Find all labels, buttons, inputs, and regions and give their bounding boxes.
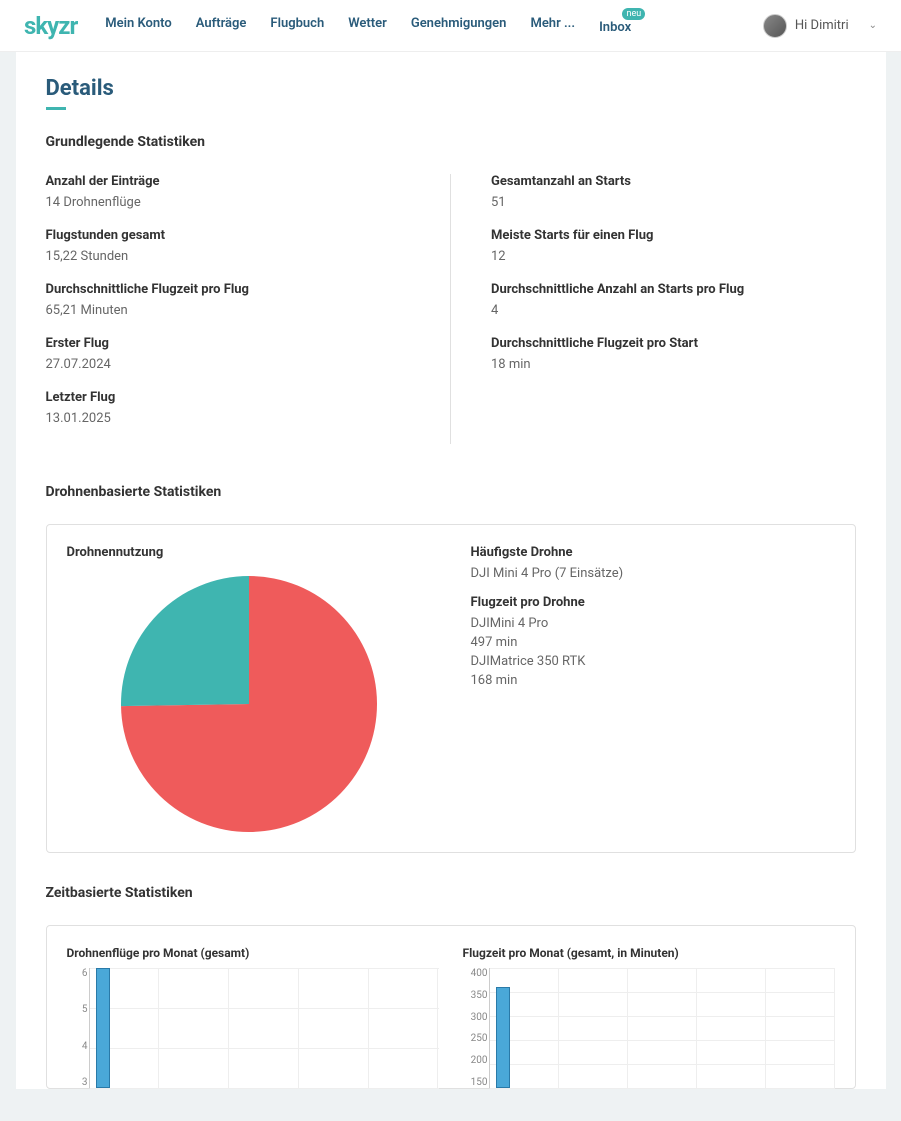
basic-stats-grid: Anzahl der Einträge 14 Drohnenflüge Flugst… [46,174,856,444]
stat-block: Durchschnittliche Flugzeit pro Flug 65,21… [46,282,411,318]
stat-value: 14 Drohnenflüge [46,195,411,210]
stat-value: 27.07.2024 [46,357,411,372]
drone-stat-value: DJIMatrice 350 RTK [471,654,835,669]
stat-block: Letzter Flug 13.01.2025 [46,390,411,426]
chart-flighttime-month: Flugzeit pro Monat (gesamt, in Minuten) … [463,946,835,1088]
user-menu[interactable]: Hi Dimitri ⌄ [763,14,877,38]
ytick-label: 3 [68,1077,88,1088]
nav-mein-konto[interactable]: Mein Konto [105,16,172,35]
avatar [763,14,787,38]
stat-label: Flugstunden gesamt [46,228,411,243]
ytick-label: 300 [468,1012,488,1023]
chevron-down-icon: ⌄ [869,20,877,31]
page-content: Details Grundlegende Statistiken Anzahl … [16,52,886,1089]
chart-left-title: Drohnenflüge pro Monat (gesamt) [67,946,439,960]
stat-label: Meiste Starts für einen Flug [491,228,856,243]
topbar: skyzr Mein Konto Aufträge Flugbuch Wette… [0,0,901,52]
bar [496,987,510,1088]
stat-label: Durchschnittliche Flugzeit pro Start [491,336,856,351]
section-time-title: Zeitbasierte Statistiken [46,885,856,901]
pie-chart [67,572,431,832]
ytick-label: 6 [68,968,88,979]
drone-stat-label: Flugzeit pro Drohne [471,595,835,610]
stat-value: 4 [491,303,856,318]
ytick-label: 5 [68,1004,88,1015]
stat-value: 18 min [491,357,856,372]
stat-block: Gesamtanzahl an Starts 51 [491,174,856,210]
nav-genehmigungen[interactable]: Genehmigungen [411,16,507,35]
stat-label: Erster Flug [46,336,411,351]
stat-block: Durchschnittliche Anzahl an Starts pro F… [491,282,856,318]
ytick-label: 150 [468,1077,488,1088]
ytick-label: 200 [468,1055,488,1066]
chart-right-title: Flugzeit pro Monat (gesamt, in Minuten) [463,946,835,960]
ytick-label: 250 [468,1033,488,1044]
inbox-badge: neu [622,8,645,20]
drone-stat-value: DJIMini 4 Pro [471,616,835,631]
pie-slice [121,576,249,706]
drone-stat: Häufigste Drohne DJI Mini 4 Pro (7 Einsät… [471,545,835,581]
drone-stat-value: DJI Mini 4 Pro (7 Einsätze) [471,566,835,581]
page-title: Details [46,76,856,101]
stat-value: 65,21 Minuten [46,303,411,318]
ytick-label: 400 [468,968,488,979]
stat-value: 13.01.2025 [46,411,411,426]
stat-label: Anzahl der Einträge [46,174,411,189]
stat-label: Durchschnittliche Flugzeit pro Flug [46,282,411,297]
nav-inbox[interactable]: Inbox [599,20,631,35]
time-charts-card: Drohnenflüge pro Monat (gesamt) 6 5 4 3 Flu… [46,925,856,1089]
drone-stats-card: Drohnennutzung Häufigste Drohne DJI Mini … [46,524,856,853]
drone-usage-title: Drohnennutzung [67,545,431,560]
nav-auftraege[interactable]: Aufträge [196,16,247,35]
stat-value: 15,22 Stunden [46,249,411,264]
drone-stat-value: 497 min [471,635,835,650]
stat-block: Meiste Starts für einen Flug 12 [491,228,856,264]
section-basic-title: Grundlegende Statistiken [46,134,856,150]
nav-wetter[interactable]: Wetter [348,16,387,35]
brand-logo[interactable]: skyzr [24,12,77,40]
main-nav: Mein Konto Aufträge Flugbuch Wetter Gene… [105,16,739,35]
section-drone-title: Drohnenbasierte Statistiken [46,484,856,500]
user-greeting: Hi Dimitri [795,18,849,33]
stat-block: Durchschnittliche Flugzeit pro Start 18 m… [491,336,856,372]
stat-value: 51 [491,195,856,210]
stat-block: Flugstunden gesamt 15,22 Stunden [46,228,411,264]
stat-block: Erster Flug 27.07.2024 [46,336,411,372]
nav-mehr[interactable]: Mehr ... [530,16,575,35]
title-underline [46,107,66,110]
ytick-label: 4 [68,1041,88,1052]
drone-stat: Flugzeit pro Drohne DJIMini 4 Pro 497 min D… [471,595,835,688]
stat-value: 12 [491,249,856,264]
drone-stat-label: Häufigste Drohne [471,545,835,560]
nav-flugbuch[interactable]: Flugbuch [270,16,324,35]
bar [96,968,110,1088]
chart-flights-month: Drohnenflüge pro Monat (gesamt) 6 5 4 3 [67,946,439,1088]
stat-block: Anzahl der Einträge 14 Drohnenflüge [46,174,411,210]
ytick-label: 350 [468,990,488,1001]
stat-label: Gesamtanzahl an Starts [491,174,856,189]
stat-label: Durchschnittliche Anzahl an Starts pro F… [491,282,856,297]
drone-stat-value: 168 min [471,673,835,688]
stat-label: Letzter Flug [46,390,411,405]
